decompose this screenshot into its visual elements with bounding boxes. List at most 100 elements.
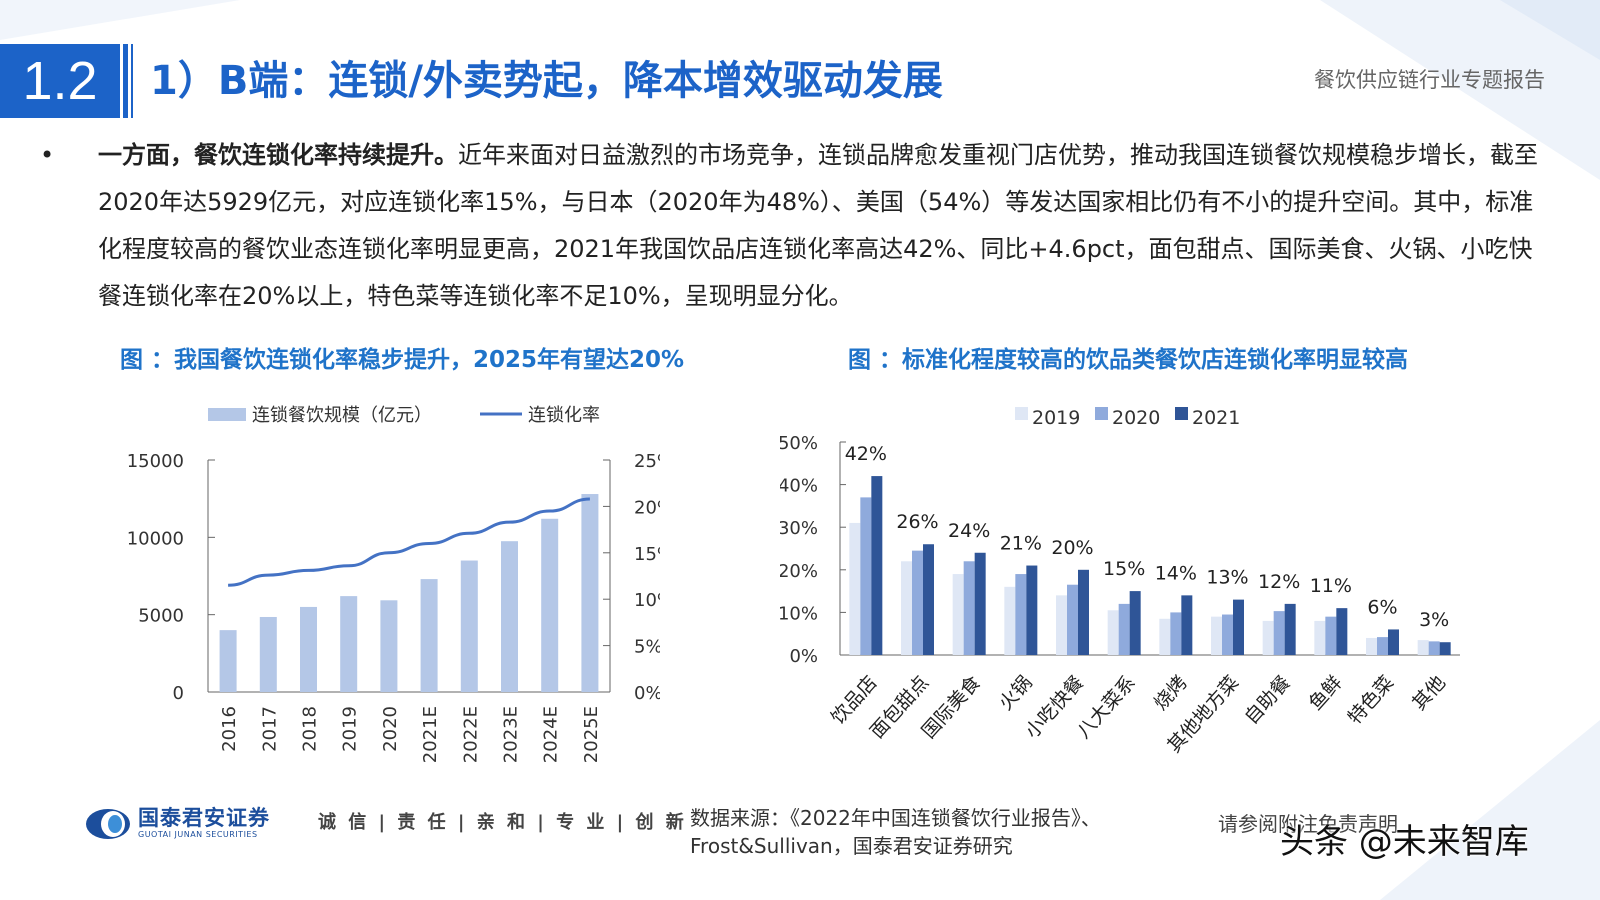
- bar-2021-小吃快餐: [1078, 569, 1089, 655]
- body-paragraph: • 一方面，餐饮连锁化率持续提升。近年来面对日益激烈的市场竞争，连锁品牌愈发重视…: [40, 132, 1540, 320]
- x-tick-label-特色菜: 特色菜: [1344, 672, 1399, 729]
- bullet: •: [40, 141, 55, 169]
- left-figure-title: 图 ：我国餐饮连锁化率稳步提升，2025年有望达20%: [120, 347, 685, 373]
- bar-2019-烧烤: [1159, 618, 1171, 655]
- chain-scale-chart: 连锁餐饮规模（亿元） 连锁化率 0 5000 10000 15000 0% 5% 10% 15% 2…: [127, 405, 660, 763]
- tick-label-right: 15%: [634, 544, 660, 565]
- data-label-其他地方菜: 13%: [1206, 567, 1248, 589]
- tick-label: 20%: [780, 561, 818, 582]
- bar-scale-2016: [219, 630, 237, 692]
- bar-2021-火锅: [1026, 565, 1038, 655]
- tick-label-right: 5%: [634, 637, 660, 658]
- paragraph-text: 近年来面对日益激烈的市场竞争，连锁品牌愈发重视门店优势，推动我国连锁餐饮规模稳步…: [98, 141, 1538, 310]
- data-label-小吃快餐: 20%: [1051, 537, 1093, 559]
- right-figure-title: 图 ：标准化程度较高的饮品类餐饮店连锁化率明显较高: [848, 347, 1409, 373]
- x-tick-label-2016: 2016: [219, 706, 240, 752]
- bar-2021-鱼鲜: [1336, 608, 1348, 655]
- bar-2020-火锅: [1015, 574, 1027, 655]
- bar-2021-特色菜: [1388, 629, 1399, 655]
- bar-2019-小吃快餐: [1056, 595, 1067, 655]
- bar-2021-国际美食: [974, 552, 986, 655]
- tick-label-right: 25%: [634, 451, 660, 472]
- bar-scale-2021E: [420, 579, 438, 692]
- bar-2019-自助餐: [1262, 620, 1274, 655]
- x-tick-label-2019: 2019: [340, 706, 361, 752]
- bar-2019-其他: [1417, 640, 1429, 655]
- bar-scale-2022E: [460, 560, 478, 692]
- bar-2020-八大菜系: [1118, 603, 1130, 655]
- data-label-特色菜: 6%: [1367, 596, 1397, 618]
- company-slogan: 诚 信 | 责 任 | 亲 和 | 专 业 | 创 新: [318, 812, 687, 833]
- bar-2021-其他地方菜: [1233, 599, 1244, 655]
- legend-swatch-2019: [1015, 407, 1028, 420]
- data-label-面包甜点: 26%: [896, 511, 938, 533]
- legend-label-rate: 连锁化率: [528, 405, 600, 426]
- bar-2021-自助餐: [1284, 603, 1296, 655]
- bar-2021-饮品店: [871, 476, 883, 655]
- bar-scale-2023E: [501, 541, 518, 692]
- x-tick-label-2020: 2020: [380, 706, 401, 752]
- bar-2019-特色菜: [1366, 637, 1377, 655]
- bar-2020-烧烤: [1170, 612, 1182, 655]
- tick-label-left: 10000: [127, 528, 184, 549]
- bar-2020-自助餐: [1273, 611, 1285, 655]
- legend-swatch-2020: [1095, 407, 1108, 420]
- bar-2020-特色菜: [1377, 637, 1388, 655]
- data-source: 数据来源：《2022年中国连锁餐饮行业报告》、 Frost&Sullivan，国…: [690, 806, 1101, 858]
- bar-2020-其他: [1428, 641, 1440, 655]
- bar-2019-饮品店: [849, 522, 861, 655]
- bar-scale-2019: [340, 596, 358, 692]
- data-label-自助餐: 12%: [1258, 571, 1300, 593]
- bar-scale-2018: [300, 606, 317, 692]
- legend-label-scale: 连锁餐饮规模（亿元）: [252, 405, 432, 426]
- bar-2019-面包甜点: [901, 561, 912, 655]
- tick-label: 10%: [780, 603, 818, 624]
- data-label-烧烤: 14%: [1155, 562, 1197, 584]
- legend-swatch-2021: [1175, 407, 1188, 420]
- x-tick-label-鱼鲜: 鱼鲜: [1305, 672, 1347, 715]
- bar-2019-火锅: [1004, 586, 1016, 655]
- data-label-火锅: 21%: [1000, 533, 1042, 555]
- bar-2020-鱼鲜: [1325, 616, 1337, 655]
- bar-2020-小吃快餐: [1067, 584, 1078, 655]
- x-tick-label-2025E: 2025E: [581, 706, 602, 763]
- x-tick-label-2018: 2018: [300, 706, 321, 752]
- data-label-鱼鲜: 11%: [1310, 575, 1352, 597]
- slide-header: 1.2 1）B端：连锁/外卖势起，降本增效驱动发展 餐饮供应链行业专题报告: [0, 44, 1600, 118]
- slide-title: 1）B端：连锁/外卖势起，降本增效驱动发展: [150, 58, 943, 104]
- bar-scale-2025E: [581, 494, 599, 692]
- tick-label: 40%: [780, 476, 818, 497]
- x-tick-label-其他: 其他: [1408, 672, 1450, 715]
- tick-label: 50%: [780, 433, 818, 454]
- disclaimer-link[interactable]: 请参阅附注免责声明: [1218, 812, 1398, 836]
- bar-scale-2024E: [541, 518, 559, 692]
- header-divider: [123, 44, 128, 118]
- x-tick-label-2022E: 2022E: [460, 706, 481, 763]
- bar-2019-其他地方菜: [1211, 616, 1222, 655]
- slide-footer: 国泰君安证券 GUOTAI JUNAN SECURITIES 诚 信 | 责 任…: [0, 790, 1600, 900]
- watermark: 头条 @未来智库: [1280, 822, 1529, 862]
- tick-label-right: 0%: [634, 683, 660, 704]
- tick-label-left: 0: [173, 683, 184, 704]
- legend-label-2019: 2019: [1032, 407, 1080, 429]
- x-tick-label-2017: 2017: [259, 706, 280, 752]
- bar-2020-其他地方菜: [1222, 614, 1233, 655]
- x-tick-label-自助餐: 自助餐: [1240, 672, 1295, 729]
- x-tick-label-2023E: 2023E: [501, 706, 522, 763]
- data-label-国际美食: 24%: [948, 520, 990, 542]
- data-label-其他: 3%: [1419, 609, 1449, 631]
- tick-label-right: 20%: [634, 497, 660, 518]
- bar-2020-饮品店: [860, 497, 872, 655]
- legend-label-2021: 2021: [1192, 407, 1240, 429]
- tick-label: 30%: [780, 518, 818, 539]
- header-divider-thin: [131, 44, 133, 118]
- tick-label-right: 10%: [634, 590, 660, 611]
- bar-2019-八大菜系: [1107, 610, 1119, 655]
- bar-2021-烧烤: [1181, 595, 1193, 655]
- tick-label-left: 15000: [127, 451, 184, 472]
- tick-label: 0%: [789, 646, 818, 667]
- bar-scale-2020: [380, 600, 398, 692]
- x-tick-label-火锅: 火锅: [995, 672, 1037, 715]
- report-name: 餐饮供应链行业专题报告: [1314, 68, 1545, 92]
